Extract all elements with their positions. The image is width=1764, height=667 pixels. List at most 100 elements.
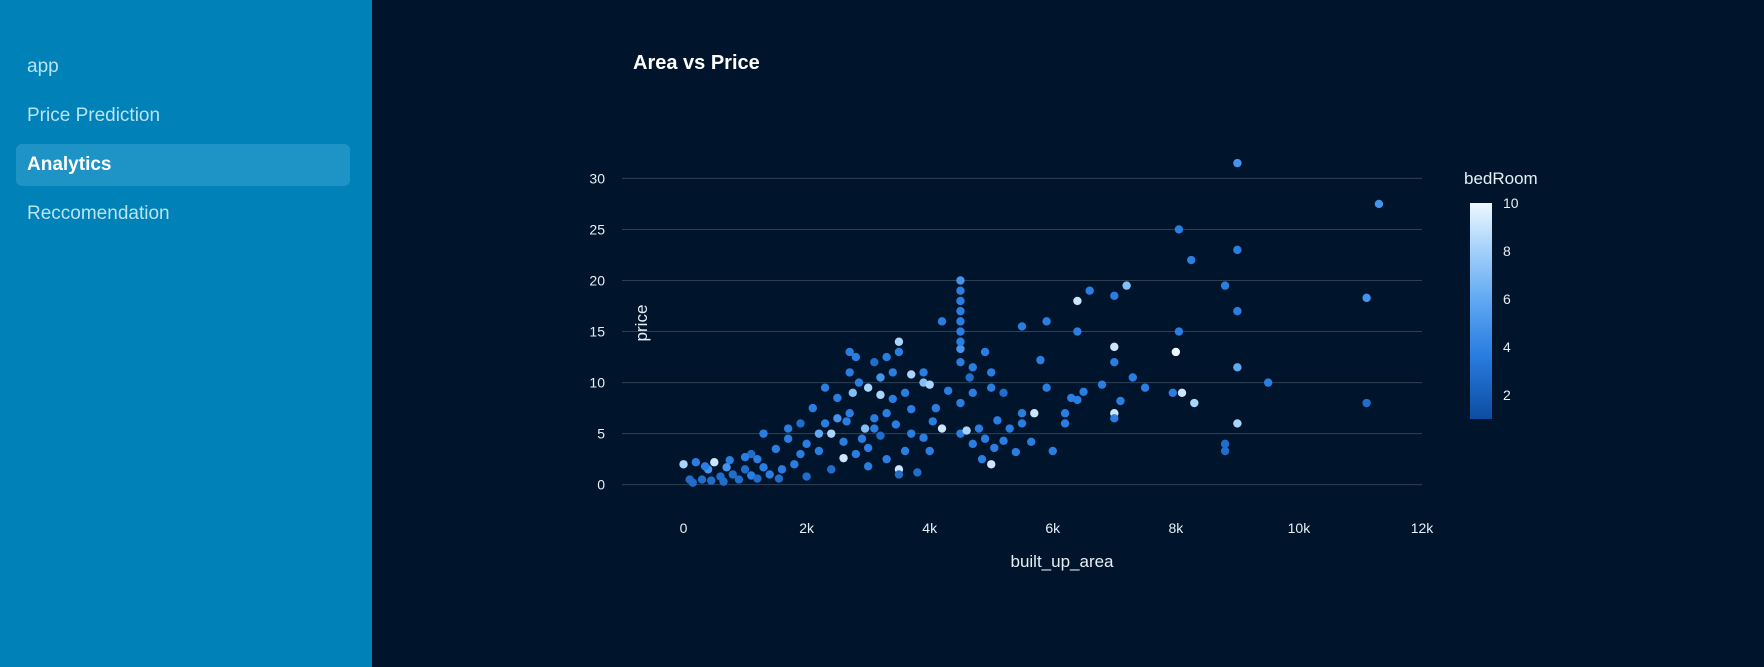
colorbar-tick-label: 4 (1503, 339, 1511, 355)
scatter-point (888, 368, 897, 377)
scatter-point (956, 276, 965, 285)
scatter-point (814, 446, 824, 456)
scatter-point (1110, 414, 1119, 423)
scatter-point (833, 393, 842, 403)
scatter-point (1036, 355, 1045, 365)
sidebar-item-app[interactable]: app (27, 56, 59, 77)
scatter-point (907, 429, 916, 438)
scatter-point (722, 463, 731, 472)
scatter-point (771, 444, 781, 454)
scatter-point (956, 317, 965, 326)
scatter-point (688, 478, 697, 487)
sidebar: app Price Prediction Analytics Reccomend… (0, 0, 372, 667)
y-tick-label: 0 (597, 477, 605, 493)
scatter-point (860, 424, 870, 433)
scatter-point (919, 433, 928, 442)
colorbar-title: bedRoom (1464, 169, 1538, 188)
scatter-point (796, 419, 805, 428)
scatter-point (1122, 281, 1131, 290)
scatter-point (888, 394, 897, 404)
scatter-point (1140, 383, 1150, 392)
scatter-point (753, 454, 762, 464)
scatter-point (1073, 327, 1082, 336)
scatter-point (1233, 363, 1242, 372)
scatter-point (900, 446, 910, 456)
colorbar: bedRoom 2 4 6 8 10 (1464, 169, 1538, 419)
scatter-point (894, 470, 904, 479)
scatter-point (863, 383, 873, 392)
scatter-point (1048, 446, 1057, 456)
scatter-point (796, 449, 805, 459)
scatter-point (845, 347, 854, 357)
scatter-point (777, 465, 787, 474)
scatter-point (956, 337, 965, 346)
scatter-point (1042, 383, 1051, 392)
sidebar-item-price-prediction[interactable]: Price Prediction (27, 105, 161, 126)
scatter-point (965, 373, 974, 382)
y-tick-label: 25 (589, 221, 605, 237)
y-tick-label: 10 (589, 375, 605, 391)
scatter-point (1233, 245, 1242, 255)
scatter-point (842, 417, 851, 426)
x-tick-label: 8k (1168, 520, 1184, 536)
scatter-chart[interactable]: 0 2k 4k 6k 8k 10k 12k 0 5 10 15 20 25 30 built_up_ar… (372, 0, 1764, 667)
scatter-point (907, 370, 916, 379)
scatter-point (1110, 357, 1119, 367)
scatter-point (1220, 439, 1230, 449)
scatter-point (740, 452, 750, 462)
scatter-point (999, 388, 1008, 398)
scatter-point (802, 472, 811, 481)
chart-title: Area vs Price (633, 52, 760, 74)
scatter-point (740, 465, 750, 474)
scatter-point (990, 443, 999, 453)
scatter-point (1011, 447, 1021, 457)
scatter-point (765, 470, 774, 479)
scatter-point (1220, 281, 1230, 290)
scatter-point (956, 398, 965, 408)
scatter-point (956, 296, 965, 306)
scatter-point (1042, 317, 1051, 326)
scatter-point (987, 460, 996, 469)
scatter-point (759, 463, 768, 472)
scatter-point (1168, 388, 1177, 398)
scatter-point (919, 368, 928, 377)
y-axis-title: price (632, 305, 651, 342)
scatter-point (827, 465, 836, 474)
scatter-point (710, 458, 719, 467)
scatter-point (1097, 380, 1107, 389)
data-points (679, 158, 1384, 487)
scatter-point (707, 476, 716, 485)
x-axis-title: built_up_area (1010, 552, 1114, 571)
scatter-point (1060, 419, 1070, 428)
scatter-point (691, 458, 701, 467)
scatter-point (845, 368, 854, 377)
scatter-point (1128, 373, 1137, 382)
scatter-point (759, 429, 768, 438)
scatter-point (1174, 327, 1184, 336)
scatter-point (753, 474, 762, 483)
y-tick-label: 5 (597, 426, 605, 442)
scatter-point (857, 434, 867, 443)
scatter-point (900, 388, 910, 398)
scatter-point (876, 390, 885, 400)
y-tick-label: 30 (589, 170, 605, 186)
scatter-point (1171, 347, 1181, 357)
scatter-point (1116, 396, 1125, 406)
scatter-point (870, 357, 879, 367)
scatter-point (968, 439, 977, 449)
sidebar-item-reccomendation[interactable]: Reccomendation (27, 203, 170, 224)
scatter-point (987, 383, 996, 392)
scatter-point (863, 443, 873, 453)
scatter-point (1177, 388, 1187, 398)
scatter-point (719, 477, 728, 486)
scatter-point (882, 352, 891, 362)
scatter-point (993, 416, 1002, 425)
scatter-point (999, 436, 1008, 445)
scatter-point (833, 414, 842, 423)
sidebar-item-analytics[interactable]: Analytics (16, 144, 350, 186)
scatter-point (802, 439, 811, 449)
y-tick-label: 20 (589, 273, 605, 289)
scatter-point (851, 449, 861, 459)
scatter-point (697, 475, 707, 484)
scatter-point (913, 468, 922, 477)
